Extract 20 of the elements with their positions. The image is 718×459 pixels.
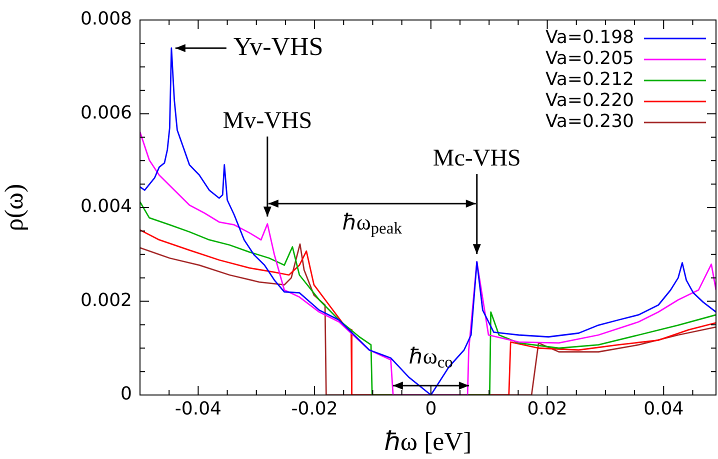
x-tick-label: 0.02 bbox=[527, 398, 568, 420]
x-tick-label: 0.04 bbox=[644, 398, 684, 420]
x-axis-title: ℏω [eV] bbox=[384, 427, 472, 456]
x-tick-label: -0.04 bbox=[174, 398, 222, 420]
y-tick-label: 0.006 bbox=[80, 102, 132, 124]
annotation: Mv-VHS bbox=[222, 108, 312, 134]
legend-label: Va=0.198 bbox=[545, 27, 634, 48]
legend-label: Va=0.230 bbox=[545, 111, 634, 132]
x-tick-label: -0.02 bbox=[291, 398, 338, 420]
legend-label: Va=0.212 bbox=[545, 69, 634, 90]
legend-label: Va=0.205 bbox=[545, 48, 634, 70]
y-axis-title: ρ(ω) bbox=[0, 184, 28, 232]
y-tick-label: 0 bbox=[120, 384, 132, 405]
annotation: Yv-VHS bbox=[233, 32, 324, 61]
annotation: Mc-VHS bbox=[432, 145, 521, 172]
y-tick-label: 0.008 bbox=[80, 8, 132, 30]
y-tick-label: 0.004 bbox=[80, 196, 132, 218]
y-tick-label: 0.002 bbox=[80, 290, 132, 311]
x-tick-label: 0 bbox=[425, 398, 437, 420]
legend-label: Va=0.220 bbox=[545, 90, 634, 112]
